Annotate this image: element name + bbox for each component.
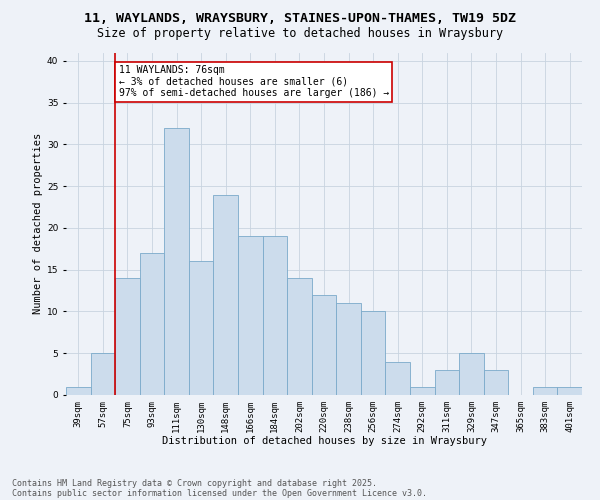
Bar: [459, 353, 484, 395]
Text: Contains public sector information licensed under the Open Government Licence v3: Contains public sector information licen…: [12, 488, 427, 498]
Text: 11 WAYLANDS: 76sqm
← 3% of detached houses are smaller (6)
97% of semi-detached : 11 WAYLANDS: 76sqm ← 3% of detached hous…: [119, 65, 389, 98]
Bar: [263, 236, 287, 395]
Bar: [312, 295, 336, 395]
Y-axis label: Number of detached properties: Number of detached properties: [32, 133, 43, 314]
Bar: [66, 386, 91, 395]
Bar: [238, 236, 263, 395]
X-axis label: Distribution of detached houses by size in Wraysbury: Distribution of detached houses by size …: [161, 436, 487, 446]
Bar: [287, 278, 312, 395]
Bar: [410, 386, 434, 395]
Bar: [189, 262, 214, 395]
Bar: [164, 128, 189, 395]
Bar: [91, 353, 115, 395]
Bar: [557, 386, 582, 395]
Text: Size of property relative to detached houses in Wraysbury: Size of property relative to detached ho…: [97, 28, 503, 40]
Bar: [214, 194, 238, 395]
Text: Contains HM Land Registry data © Crown copyright and database right 2025.: Contains HM Land Registry data © Crown c…: [12, 478, 377, 488]
Bar: [336, 303, 361, 395]
Bar: [115, 278, 140, 395]
Bar: [434, 370, 459, 395]
Bar: [140, 253, 164, 395]
Bar: [533, 386, 557, 395]
Bar: [385, 362, 410, 395]
Bar: [484, 370, 508, 395]
Text: 11, WAYLANDS, WRAYSBURY, STAINES-UPON-THAMES, TW19 5DZ: 11, WAYLANDS, WRAYSBURY, STAINES-UPON-TH…: [84, 12, 516, 26]
Bar: [361, 312, 385, 395]
